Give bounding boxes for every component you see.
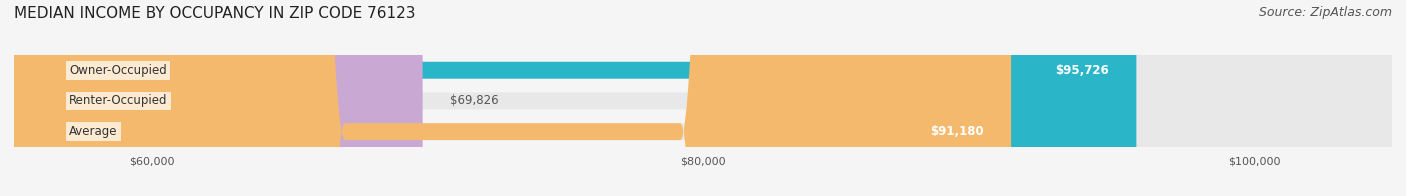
Text: $95,726: $95,726 xyxy=(1054,64,1109,77)
FancyBboxPatch shape xyxy=(14,0,1392,196)
FancyBboxPatch shape xyxy=(14,0,423,196)
FancyBboxPatch shape xyxy=(14,0,1392,196)
Text: Source: ZipAtlas.com: Source: ZipAtlas.com xyxy=(1258,6,1392,19)
Text: Renter-Occupied: Renter-Occupied xyxy=(69,94,167,107)
FancyBboxPatch shape xyxy=(14,0,1392,196)
Text: Owner-Occupied: Owner-Occupied xyxy=(69,64,167,77)
Text: MEDIAN INCOME BY OCCUPANCY IN ZIP CODE 76123: MEDIAN INCOME BY OCCUPANCY IN ZIP CODE 7… xyxy=(14,6,416,21)
Text: Average: Average xyxy=(69,125,118,138)
FancyBboxPatch shape xyxy=(14,0,1011,196)
Text: $91,180: $91,180 xyxy=(929,125,984,138)
Text: $69,826: $69,826 xyxy=(450,94,499,107)
FancyBboxPatch shape xyxy=(14,0,1136,196)
